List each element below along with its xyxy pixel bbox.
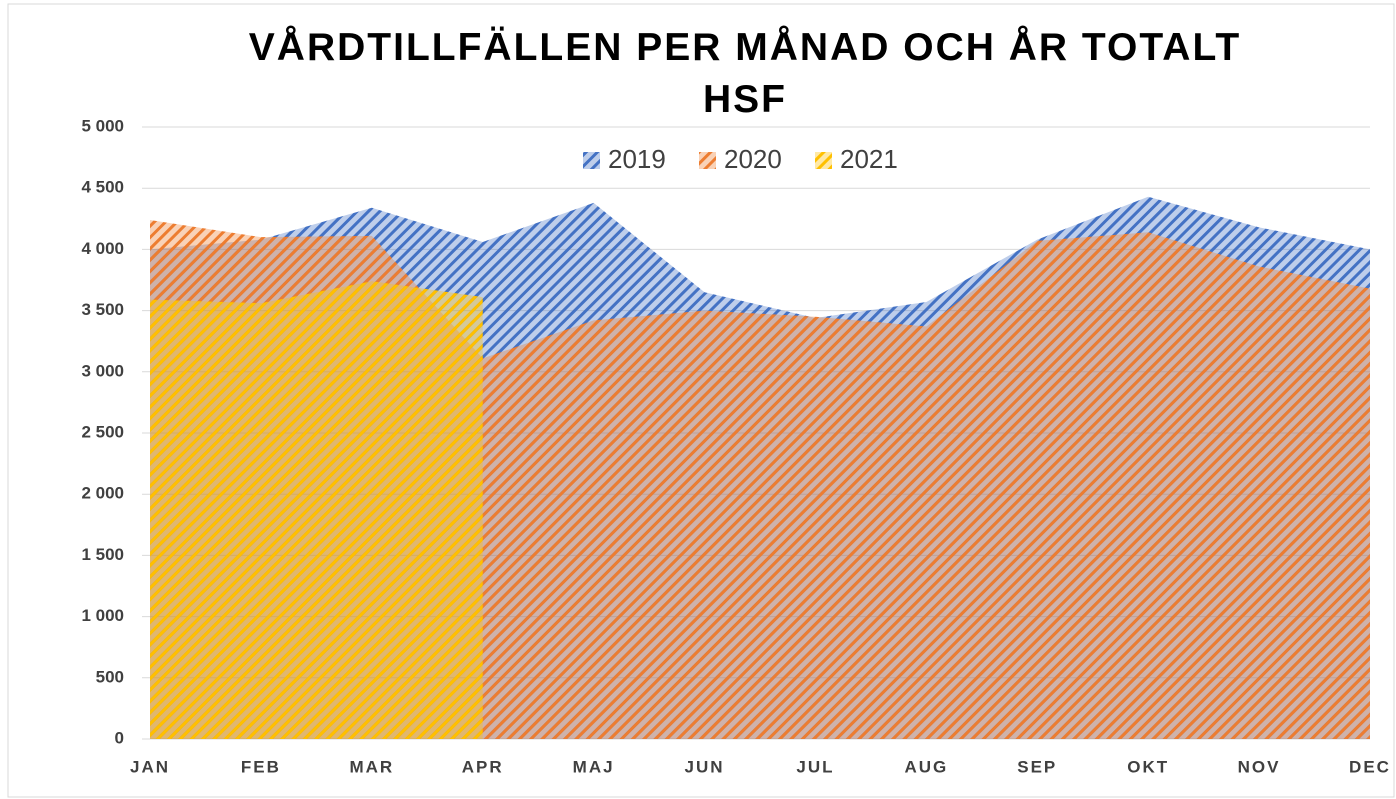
x-tick-label: NOV [1238,757,1281,776]
y-tick-label: 2 000 [81,484,124,503]
x-tick-label: APR [462,757,504,776]
x-tick-label: JUL [796,757,834,776]
x-tick-label: OKT [1127,757,1169,776]
y-tick-label: 3 500 [81,300,124,319]
y-tick-label: 500 [96,667,124,686]
x-tick-label: FEB [241,757,281,776]
legend-item: 2019 [583,144,666,174]
legend-label: 2019 [608,144,666,174]
chart-border [7,3,1395,798]
x-tick-label: JUN [685,757,725,776]
x-tick-label: AUG [904,757,948,776]
y-tick-label: 2 500 [81,422,124,441]
legend-swatch [815,152,832,169]
y-tick-label: 1 000 [81,606,124,625]
x-tick-label: JAN [130,757,170,776]
legend-label: 2020 [724,144,782,174]
legend-swatch [699,152,716,169]
x-tick-label: SEP [1017,757,1057,776]
y-tick-label: 5 000 [81,116,124,135]
x-tick-label: MAR [349,757,394,776]
y-tick-label: 4 000 [81,239,124,258]
x-tick-label: DEC [1349,757,1391,776]
y-tick-label: 4 500 [81,178,124,197]
area [150,281,483,739]
x-tick-label: MAJ [573,757,615,776]
legend-item: 2021 [815,144,898,174]
y-tick-label: 3 000 [81,361,124,380]
chart-title: VÅRDTILLFÄLLEN PER MÅNAD OCH ÅR TOTALT H… [248,26,1242,121]
y-tick-label: 1 500 [81,545,124,564]
legend-item: 2020 [699,144,782,174]
legend-swatch [583,152,600,169]
legend-label: 2021 [840,144,898,174]
y-tick-label: 0 [115,728,124,747]
